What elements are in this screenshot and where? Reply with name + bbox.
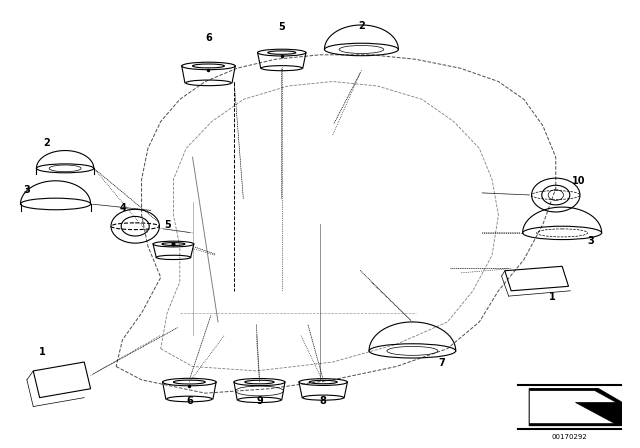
Text: 7: 7 (438, 358, 445, 368)
Text: 8: 8 (320, 396, 326, 406)
Text: 9: 9 (256, 396, 263, 406)
Text: 5: 5 (164, 220, 171, 230)
Text: 1: 1 (40, 347, 46, 358)
Text: 10: 10 (572, 176, 585, 186)
Text: 2: 2 (358, 21, 365, 31)
Text: 6: 6 (205, 34, 212, 43)
Text: 6: 6 (186, 396, 193, 406)
Text: 3: 3 (588, 236, 595, 246)
Text: 4: 4 (119, 202, 126, 213)
Text: 2: 2 (43, 138, 49, 148)
Text: 1: 1 (549, 292, 556, 302)
Text: 3: 3 (24, 185, 31, 195)
Polygon shape (529, 389, 621, 426)
Polygon shape (529, 391, 616, 424)
Text: 00170292: 00170292 (552, 434, 588, 440)
Polygon shape (575, 402, 616, 424)
Text: 5: 5 (278, 22, 285, 32)
